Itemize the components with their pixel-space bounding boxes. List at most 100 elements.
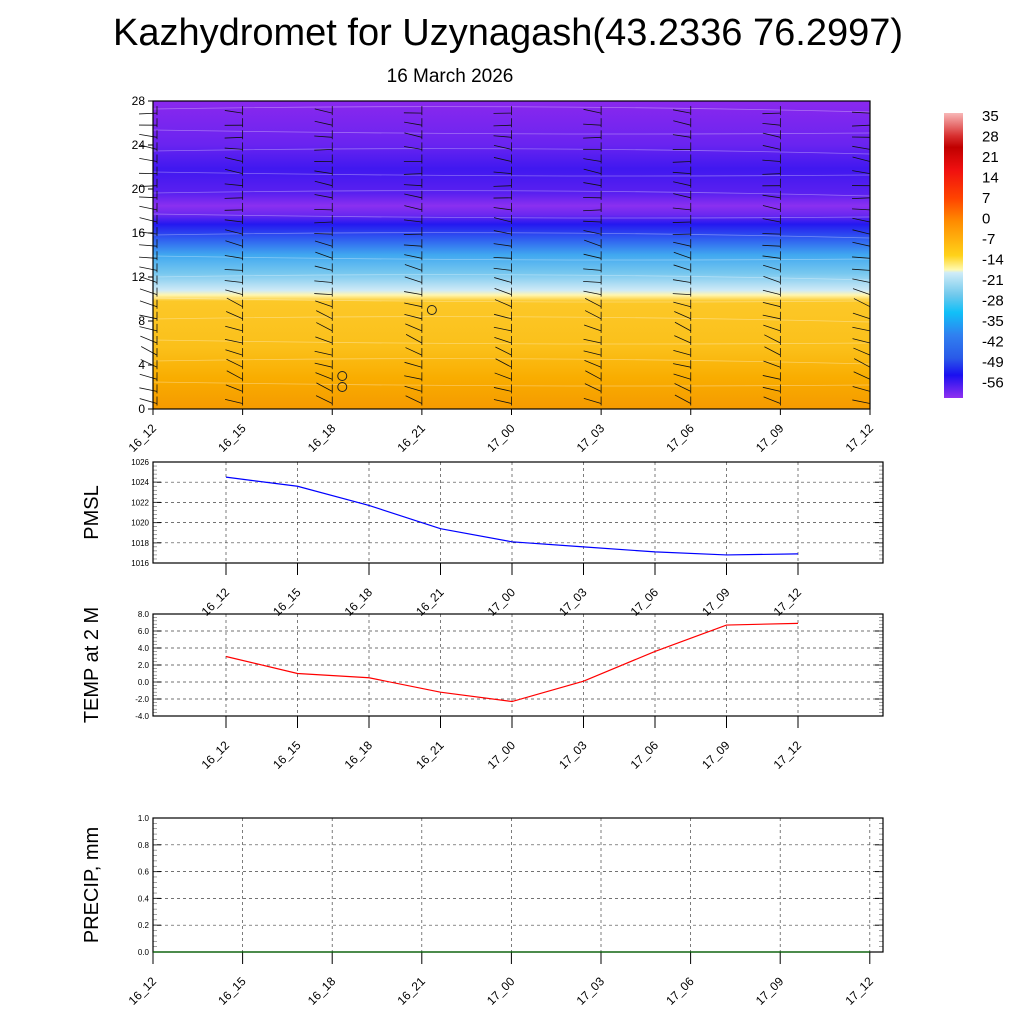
barb-shaft [583,158,602,162]
wind-barb [314,118,333,128]
y-tick-label: 0.2 [138,921,150,930]
wind-barb [674,311,692,321]
barb-shaft [314,135,333,138]
barb-shaft [139,288,158,295]
wind-barb [404,251,423,261]
barb-shaft [493,243,512,247]
wind-barb [674,321,692,333]
barb-shaft [403,184,422,187]
barb-shaft [672,161,691,163]
wind-barb [314,227,333,237]
barb-shaft [225,384,243,392]
barb-shaft [225,169,243,174]
barb-shaft [139,196,158,199]
wind-barb [762,287,781,297]
barb-shaft [852,111,871,114]
barb-shaft [674,383,691,392]
barb-shaft [493,313,512,320]
barb-shaft [672,207,691,211]
barb-shaft [763,396,781,404]
wind-barb [314,275,333,285]
wind-barb [763,360,781,370]
wind-barb [139,372,158,382]
wind-barb [672,287,692,297]
wind-barb [764,334,781,345]
wind-barb [315,395,333,406]
barb-shaft [583,108,602,114]
barb-shaft [583,280,602,283]
y-tick-label: 0.8 [138,841,150,850]
wind-barb [226,358,244,370]
barb-shaft [762,194,781,199]
barb-shaft [404,375,422,380]
wind-barb [403,227,423,237]
barb-shaft [495,346,512,356]
barb-shaft [139,158,158,162]
barb-shaft [762,173,781,175]
barb-shaft [224,219,243,223]
barb-shaft [316,322,333,332]
barb-shaft [493,387,512,392]
barb-shaft [315,251,333,259]
barb-shaft [583,220,602,223]
barb-shaft [762,386,781,392]
wind-barb [762,178,781,188]
wind-barb [674,394,692,406]
barb-shaft [762,123,781,126]
wind-barb [495,358,512,370]
wind-barb [673,372,692,382]
wind-barb [226,370,244,382]
wind-barb [493,178,512,188]
barb-shaft [225,349,243,356]
barb-shaft [139,185,158,187]
wind-barb [493,130,512,140]
wind-barb [762,166,781,176]
barb-shaft [852,399,871,404]
wind-barb [404,360,423,370]
barb-shaft [314,180,333,187]
barb-shaft [672,134,691,138]
barb-shaft [224,269,243,271]
wind-barb [314,287,333,297]
barb-shaft [403,244,422,247]
wind-barb [226,297,244,309]
x-tick-label: 17_06 [663,974,697,1008]
wind-barb [405,323,423,333]
wind-barb [139,142,158,152]
wind-barb [673,251,692,261]
x-tick-label: 17_06 [628,738,662,772]
wind-barb [762,118,781,128]
wind-barb [224,142,244,152]
barb-shaft [672,109,691,114]
barb-shaft [673,301,691,308]
barb-shaft [403,219,422,223]
wind-barb [762,215,781,224]
x-tick-label: 17_00 [484,974,518,1008]
wind-barb [139,323,158,333]
barb-shaft [852,124,871,127]
colorbar-label: 21 [982,149,999,166]
wind-barb [224,154,244,164]
wind-barb [224,178,244,188]
wind-barb [493,251,512,261]
barb-shaft [405,395,423,404]
barb-shaft [314,233,333,235]
x-tick-label: 16_15 [215,421,249,455]
wind-barb [583,202,602,212]
barb-shaft [852,217,871,223]
wind-barb [493,384,512,394]
barb-shaft [225,240,243,247]
barb-shaft [314,362,333,368]
barb-shaft [140,346,158,356]
barb-shaft [226,358,243,368]
barb-shaft [405,323,423,332]
barb-shaft [224,255,243,259]
barb-shaft [853,347,871,356]
barb-shaft [404,264,423,271]
y-tick-label: -4.0 [135,712,149,721]
wind-barb [139,154,158,164]
x-tick-label: 17_03 [574,974,608,1008]
barb-shaft [493,326,512,332]
barb-shaft [404,361,422,368]
